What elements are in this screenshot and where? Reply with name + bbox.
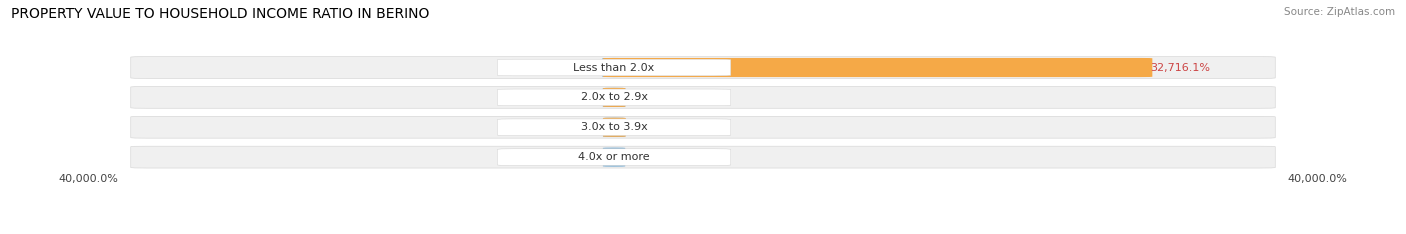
Text: 40,000.0%: 40,000.0% <box>1288 174 1347 184</box>
Text: 4.0x or more: 4.0x or more <box>578 152 650 162</box>
FancyBboxPatch shape <box>498 149 731 165</box>
FancyBboxPatch shape <box>498 89 731 106</box>
Legend: Without Mortgage, With Mortgage: Without Mortgage, With Mortgage <box>582 231 824 234</box>
FancyBboxPatch shape <box>603 88 626 107</box>
Text: 5.0%: 5.0% <box>576 122 605 132</box>
Text: Less than 2.0x: Less than 2.0x <box>574 62 655 73</box>
Text: 14.5%: 14.5% <box>623 92 658 102</box>
Text: 22.0%: 22.0% <box>569 92 605 102</box>
Text: 32,716.1%: 32,716.1% <box>1150 62 1211 73</box>
FancyBboxPatch shape <box>131 116 1275 138</box>
FancyBboxPatch shape <box>603 58 1153 77</box>
FancyBboxPatch shape <box>131 57 1275 78</box>
Text: PROPERTY VALUE TO HOUSEHOLD INCOME RATIO IN BERINO: PROPERTY VALUE TO HOUSEHOLD INCOME RATIO… <box>11 7 430 21</box>
FancyBboxPatch shape <box>603 118 626 137</box>
Text: 40,000.0%: 40,000.0% <box>59 174 118 184</box>
Text: 0.0%: 0.0% <box>623 152 651 162</box>
FancyBboxPatch shape <box>498 119 731 135</box>
Text: 37.1%: 37.1% <box>624 122 659 132</box>
Text: Source: ZipAtlas.com: Source: ZipAtlas.com <box>1284 7 1395 17</box>
FancyBboxPatch shape <box>603 88 626 107</box>
FancyBboxPatch shape <box>602 58 626 77</box>
Text: 2.0x to 2.9x: 2.0x to 2.9x <box>581 92 648 102</box>
FancyBboxPatch shape <box>498 59 731 76</box>
Text: 3.0x to 3.9x: 3.0x to 3.9x <box>581 122 648 132</box>
Text: 12.5%: 12.5% <box>569 152 605 162</box>
Text: 60.5%: 60.5% <box>569 62 605 73</box>
FancyBboxPatch shape <box>131 87 1275 108</box>
FancyBboxPatch shape <box>603 148 626 167</box>
FancyBboxPatch shape <box>131 146 1275 168</box>
FancyBboxPatch shape <box>603 118 626 137</box>
